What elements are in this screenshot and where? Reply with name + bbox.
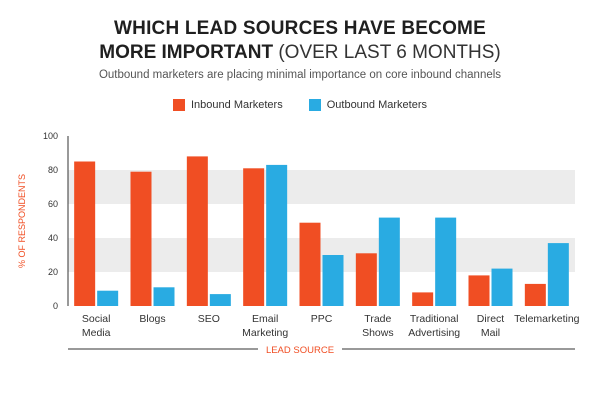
x-tick-label: Media	[82, 327, 111, 339]
x-tick-label: Telemarketing	[514, 313, 580, 325]
bar-inbound	[355, 253, 377, 306]
chart-title-line-1: WHICH LEAD SOURCES HAVE BECOME	[114, 18, 486, 39]
chart-title-suffix: (OVER LAST 6 MONTHS)	[273, 42, 501, 63]
y-tick-label: 20	[48, 267, 58, 277]
bar-outbound	[435, 217, 457, 306]
bar-outbound	[378, 217, 400, 306]
x-axis-title: LEAD SOURCE	[266, 345, 334, 356]
y-tick-label: 40	[48, 233, 58, 243]
legend-swatch-outbound	[308, 99, 321, 111]
legend-item-inbound: Inbound Marketers	[173, 99, 283, 111]
x-tick-label: SEO	[198, 313, 220, 325]
grid-band	[68, 238, 575, 272]
bar-outbound	[97, 290, 119, 306]
grid-band	[68, 170, 575, 204]
bar-inbound	[130, 171, 152, 306]
x-tick-label: Mail	[481, 327, 500, 339]
x-tick-label: Trade	[364, 313, 391, 325]
legend-item-outbound: Outbound Marketers	[308, 99, 427, 111]
chart-title-line-2: MORE IMPORTANT (OVER LAST 6 MONTHS)	[0, 42, 600, 64]
bar-outbound	[491, 268, 513, 306]
bar-outbound	[547, 243, 569, 306]
bar-inbound	[468, 275, 490, 306]
bar-outbound	[153, 287, 175, 306]
bar-outbound	[266, 164, 288, 306]
x-tick-label: Email	[252, 313, 278, 325]
bar-inbound	[412, 292, 434, 306]
x-tick-label: Marketing	[242, 327, 288, 339]
x-tick-label: Advertising	[408, 327, 460, 339]
chart-legend: Inbound Marketers Outbound Marketers	[0, 99, 600, 111]
x-tick-label: PPC	[311, 313, 333, 325]
legend-swatch-inbound	[173, 99, 185, 111]
x-tick-label: Shows	[362, 327, 394, 339]
x-tick-label: Social	[82, 313, 111, 325]
x-tick-label: Blogs	[139, 313, 165, 325]
y-tick-label: 80	[48, 165, 58, 175]
x-tick-label: Direct	[477, 313, 505, 325]
bar-inbound	[243, 168, 265, 306]
chart-title-emphasis: MORE IMPORTANT	[99, 42, 274, 63]
x-tick-label: Traditional	[410, 313, 459, 325]
bar-outbound	[322, 255, 344, 306]
y-tick-label: 60	[48, 199, 58, 209]
bar-inbound	[74, 161, 96, 306]
bar-inbound	[524, 283, 546, 306]
chart-subtitle: Outbound marketers are placing minimal i…	[98, 69, 502, 81]
bar-outbound	[209, 294, 231, 306]
legend-label-inbound: Inbound Marketers	[191, 99, 283, 111]
y-axis-title: % OF RESPONDENTS	[17, 174, 27, 268]
legend-label-outbound: Outbound Marketers	[326, 99, 427, 111]
bar-inbound	[299, 222, 321, 306]
y-tick-label: 0	[53, 301, 58, 311]
bar-inbound	[186, 156, 208, 306]
y-tick-label: 100	[43, 131, 58, 141]
